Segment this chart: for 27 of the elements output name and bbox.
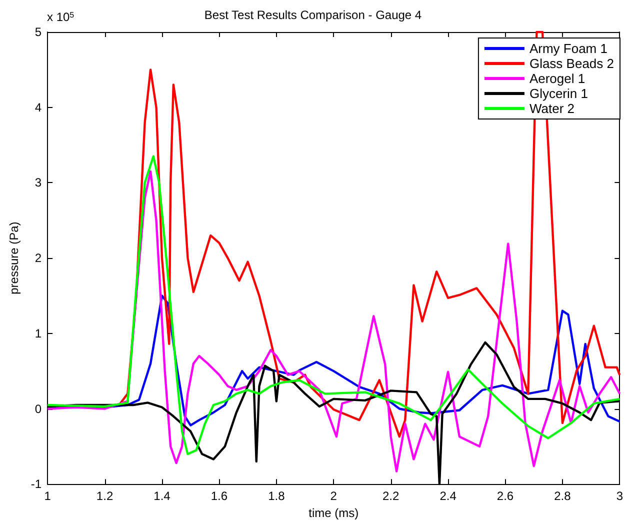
x-tick-label: 1 <box>44 489 52 504</box>
x-tick-label: 2 <box>330 489 338 504</box>
y-axis-title: pressure (Pa) <box>7 222 21 294</box>
x-tick-label: 2.6 <box>496 489 514 504</box>
x-tick-label: 1.8 <box>268 489 286 504</box>
x-tick-label: 2.2 <box>382 489 400 504</box>
y-tick-label: -1 <box>30 477 42 492</box>
x-tick-label: 3 <box>616 489 624 504</box>
legend-label: Army Foam 1 <box>529 41 608 56</box>
chart-title: Best Test Results Comparison - Gauge 4 <box>204 8 422 22</box>
x-tick-label: 1.2 <box>96 489 114 504</box>
line-series <box>118 30 621 438</box>
y-tick-label: 0 <box>34 402 42 416</box>
y-tick-label: 4 <box>34 100 42 114</box>
x-axis-title: time (ms) <box>308 506 359 520</box>
legend-label: Water 2 <box>529 101 574 116</box>
y-tick-label: 2 <box>34 251 42 266</box>
y-tick-label: 1 <box>34 326 42 340</box>
legend-label: Glycerin 1 <box>529 86 588 101</box>
y-tick-label: 5 <box>34 25 42 39</box>
x-tick-label: 1.4 <box>154 489 171 504</box>
x-tick-label: 1.6 <box>210 489 228 504</box>
x-tick-label: 2.8 <box>554 489 572 504</box>
y-tick-label: 3 <box>34 176 42 190</box>
x-tick-label: 2.4 <box>440 489 457 504</box>
legend-label: Glass Beads 2 <box>529 56 614 71</box>
legend-label: Aerogel 1 <box>529 71 586 86</box>
